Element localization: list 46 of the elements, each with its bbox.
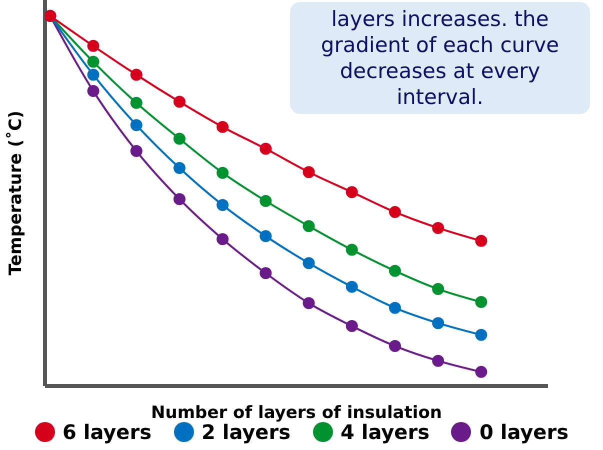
point (302, 166, 315, 178)
point (87, 56, 100, 68)
y-axis-title: Temperature (˚C) (5, 110, 26, 276)
point (475, 366, 488, 378)
point (216, 233, 229, 246)
point (260, 194, 272, 207)
point (388, 340, 401, 352)
point (130, 68, 142, 81)
point (130, 96, 142, 109)
point (302, 297, 315, 310)
point (302, 257, 315, 270)
legend-label: 6 layers (62, 420, 152, 444)
point (302, 220, 315, 232)
point (260, 230, 272, 242)
point (87, 40, 100, 52)
point (173, 193, 186, 206)
point (388, 264, 401, 277)
legend-label: 0 layers (478, 420, 568, 444)
point (346, 280, 358, 293)
point (173, 96, 186, 108)
point (432, 222, 444, 234)
point (475, 234, 488, 247)
point (346, 320, 358, 332)
point (87, 68, 100, 81)
point (130, 144, 142, 157)
point (346, 186, 358, 198)
point (173, 162, 186, 174)
point (216, 166, 229, 179)
point (346, 244, 358, 256)
point (388, 206, 401, 218)
legend-label: 4 layers (340, 420, 430, 444)
point (475, 296, 488, 308)
point (260, 142, 272, 155)
point (475, 328, 488, 341)
point (130, 119, 142, 132)
point (432, 317, 444, 330)
point (432, 283, 444, 296)
point (173, 132, 186, 145)
point (216, 120, 229, 133)
x-axis-title: Number of layers of insulation (150, 403, 442, 423)
point (432, 354, 444, 367)
point (87, 85, 100, 98)
point (260, 267, 272, 280)
point (216, 199, 229, 212)
point (388, 302, 401, 314)
annotation: layers increases. the gradient of each curve decreases at every interval. (290, 2, 590, 114)
